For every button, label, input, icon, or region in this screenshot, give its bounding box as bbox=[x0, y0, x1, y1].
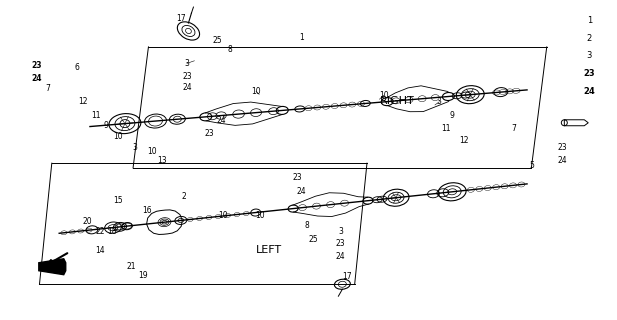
Text: 24: 24 bbox=[296, 187, 306, 196]
Text: 25: 25 bbox=[308, 235, 318, 244]
Text: 1: 1 bbox=[587, 16, 592, 25]
Text: 10: 10 bbox=[114, 132, 123, 141]
Text: 24: 24 bbox=[216, 116, 226, 125]
Text: 11: 11 bbox=[441, 124, 450, 133]
Text: 10: 10 bbox=[251, 87, 261, 96]
Text: 10: 10 bbox=[147, 147, 157, 156]
Text: 3: 3 bbox=[587, 52, 592, 60]
Text: 24: 24 bbox=[558, 156, 568, 165]
Text: 25: 25 bbox=[212, 36, 222, 45]
Text: 7: 7 bbox=[511, 124, 516, 133]
Text: 23: 23 bbox=[31, 61, 42, 70]
Text: 23: 23 bbox=[336, 239, 346, 248]
Text: 3: 3 bbox=[338, 227, 343, 236]
Text: 20: 20 bbox=[83, 217, 93, 226]
Text: 10: 10 bbox=[379, 91, 389, 100]
Text: 3: 3 bbox=[437, 97, 442, 106]
Text: 2: 2 bbox=[587, 34, 592, 43]
Text: 15: 15 bbox=[114, 196, 123, 205]
Text: 10: 10 bbox=[218, 211, 228, 220]
Text: LEFT: LEFT bbox=[256, 244, 282, 255]
Text: 1: 1 bbox=[299, 33, 304, 42]
Text: 13: 13 bbox=[157, 156, 167, 165]
Polygon shape bbox=[39, 259, 66, 275]
Text: 21: 21 bbox=[126, 262, 136, 271]
Text: 3: 3 bbox=[184, 59, 189, 68]
Text: 11: 11 bbox=[91, 111, 101, 120]
Text: 23: 23 bbox=[558, 143, 568, 152]
Text: 24: 24 bbox=[336, 252, 346, 261]
Text: 5: 5 bbox=[529, 161, 534, 170]
Text: 19: 19 bbox=[138, 271, 148, 280]
Text: 24: 24 bbox=[182, 83, 192, 92]
Text: 24: 24 bbox=[31, 74, 42, 83]
Text: FR.: FR. bbox=[52, 263, 64, 272]
Text: RIGHT: RIGHT bbox=[379, 96, 414, 106]
Text: 17: 17 bbox=[342, 272, 352, 281]
Text: 12: 12 bbox=[459, 136, 469, 145]
Text: 2: 2 bbox=[181, 192, 186, 201]
Text: 9: 9 bbox=[449, 111, 454, 120]
Text: 22: 22 bbox=[95, 227, 105, 236]
Text: 14: 14 bbox=[95, 246, 105, 255]
Text: 23: 23 bbox=[182, 72, 192, 81]
Text: 7: 7 bbox=[46, 84, 51, 93]
Text: 23: 23 bbox=[584, 69, 595, 78]
Text: 16: 16 bbox=[142, 206, 152, 215]
Text: 3: 3 bbox=[132, 143, 137, 152]
Text: 23: 23 bbox=[292, 173, 302, 182]
Text: 12: 12 bbox=[78, 97, 88, 106]
Text: 8: 8 bbox=[227, 45, 232, 54]
Text: 8: 8 bbox=[305, 221, 310, 230]
Text: 10: 10 bbox=[255, 211, 265, 220]
Text: 6: 6 bbox=[75, 63, 80, 72]
Text: 17: 17 bbox=[176, 14, 186, 23]
Text: 18: 18 bbox=[107, 227, 117, 236]
Text: 9: 9 bbox=[104, 121, 109, 130]
Text: 24: 24 bbox=[583, 87, 595, 96]
Text: 23: 23 bbox=[205, 129, 215, 138]
